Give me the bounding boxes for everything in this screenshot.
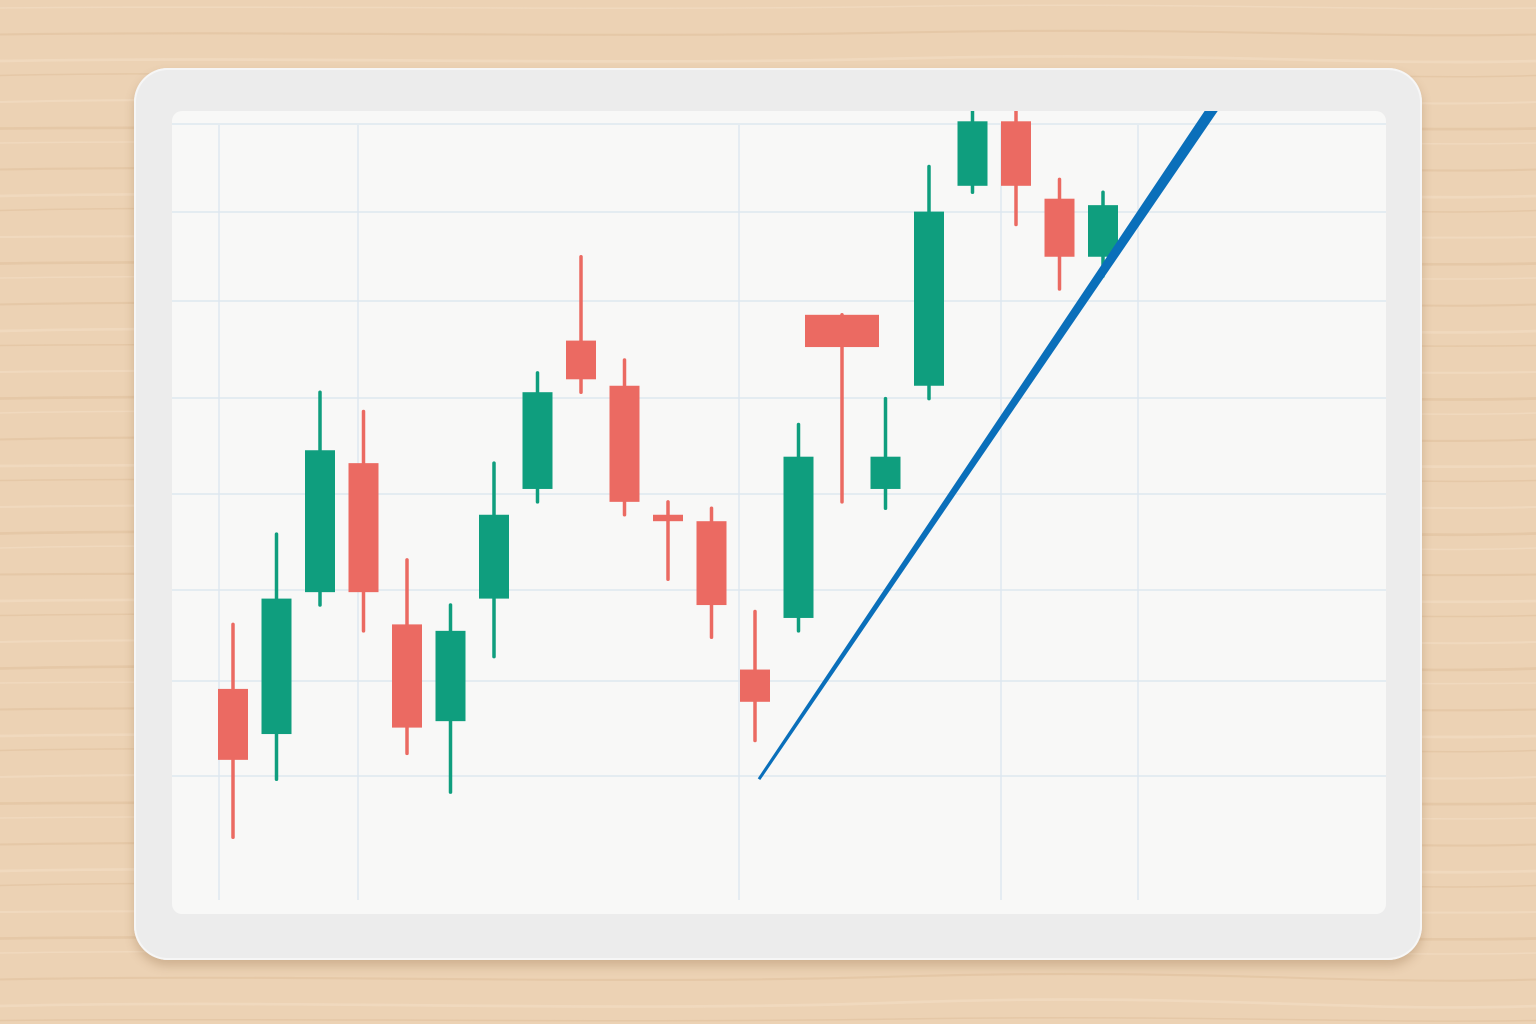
candle-body	[1001, 121, 1031, 186]
candle-body	[261, 598, 292, 735]
bullish-candle	[957, 111, 988, 194]
bearish-candle	[1001, 111, 1031, 227]
candle-body	[522, 392, 553, 489]
bearish-candle	[609, 358, 640, 517]
candle-body	[479, 514, 509, 599]
wood-grain-line	[0, 972, 1536, 982]
candle-body	[653, 514, 683, 522]
candle-body	[609, 385, 640, 502]
bullish-candle	[435, 603, 466, 794]
bearish-candle	[1044, 177, 1075, 291]
candle-body	[305, 450, 335, 593]
tablet-screen	[172, 111, 1386, 914]
wood-grain-line	[0, 998, 1536, 1009]
candle-body	[805, 314, 879, 348]
candle-body	[870, 456, 901, 489]
candle-body	[914, 211, 944, 386]
bearish-candle	[348, 409, 379, 633]
bearish-candle	[218, 622, 248, 839]
candlestick-chart	[172, 111, 1386, 900]
candle-body	[740, 669, 770, 702]
bullish-candle	[305, 390, 335, 607]
bullish-candle	[914, 164, 944, 401]
bullish-candle	[522, 371, 553, 504]
candle-body	[1044, 198, 1075, 257]
candle-body	[696, 521, 727, 606]
bearish-candle	[696, 506, 727, 640]
candle-body	[435, 630, 466, 722]
bullish-candle	[783, 422, 814, 633]
bullish-candle	[261, 532, 292, 781]
candles-group	[218, 111, 1118, 839]
candle-body	[566, 340, 596, 380]
candle-body	[218, 688, 248, 760]
candle-body	[957, 121, 988, 186]
bearish-candle	[740, 609, 770, 743]
bearish-candle	[392, 558, 422, 756]
wood-grain-line	[0, 55, 1536, 64]
wood-grain-line	[0, 29, 1536, 37]
bearish-candle	[566, 255, 596, 394]
trend-arrow-shaft	[757, 111, 1218, 781]
candle-body	[392, 624, 422, 728]
bullish-candle	[870, 396, 901, 511]
candle-body	[348, 463, 379, 593]
bearish-candle	[653, 500, 683, 581]
bullish-candle	[479, 461, 509, 659]
trend-arrow-group	[757, 111, 1218, 781]
wood-grain-line	[0, 4, 1536, 10]
wood-grain-line	[0, 1016, 1536, 1022]
bearish-candle	[805, 313, 879, 504]
candle-body	[783, 456, 814, 618]
